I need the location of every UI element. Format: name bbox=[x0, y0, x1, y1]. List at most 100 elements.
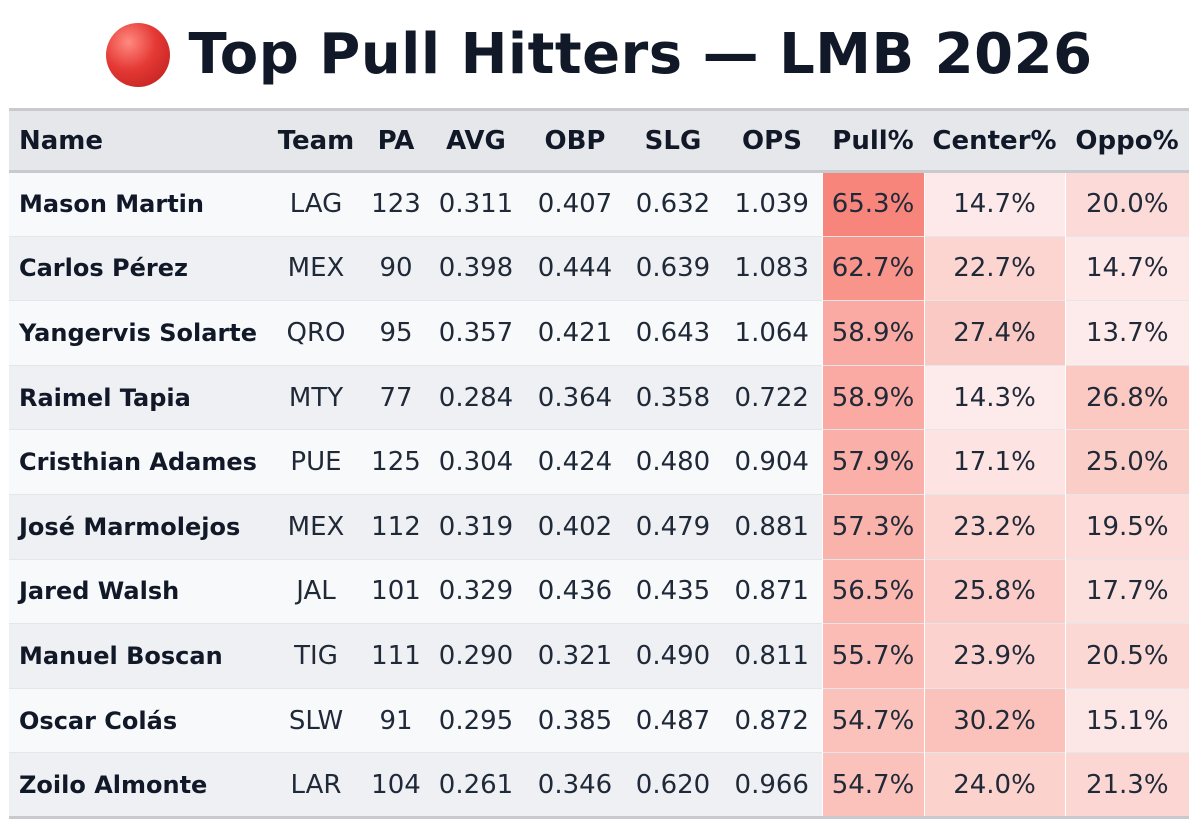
center-pct-cell: 23.9% bbox=[923, 623, 1065, 689]
column-header[interactable]: Team bbox=[277, 125, 355, 156]
oppo-pct-cell: 21.3% bbox=[1064, 752, 1189, 818]
player-name-cell: José Marmolejos bbox=[19, 512, 241, 541]
stat-cell: 77 bbox=[379, 382, 413, 413]
column-header[interactable]: PA bbox=[377, 125, 415, 156]
stat-cell: 0.620 bbox=[635, 769, 711, 800]
oppo-pct-cell: 17.7% bbox=[1064, 559, 1189, 624]
center-pct-cell: 25.8% bbox=[923, 559, 1065, 624]
oppo-pct-cell: 19.5% bbox=[1064, 494, 1189, 560]
center-pct-cell: 17.1% bbox=[923, 429, 1065, 495]
table-row: Oscar Colás SLW 91 0.295 0.385 0.487 0.872 54.7… bbox=[9, 688, 1189, 753]
stat-cell: 0.479 bbox=[635, 511, 711, 542]
oppo-pct-cell: 25.0% bbox=[1064, 429, 1189, 495]
oppo-pct-cell: 20.5% bbox=[1064, 623, 1189, 689]
stat-cell: 125 bbox=[371, 447, 421, 478]
pull-pct-cell: 62.7% bbox=[821, 236, 924, 301]
table-body: Mason Martin LAG 123 0.311 0.407 0.632 1.039 65… bbox=[9, 171, 1189, 818]
stat-cell: 0.319 bbox=[438, 511, 514, 542]
pull-pct-cell: 56.5% bbox=[821, 559, 924, 624]
player-name-cell: Oscar Colás bbox=[19, 706, 178, 735]
player-name-cell: Cristhian Adames bbox=[19, 448, 257, 477]
stat-cell: 0.639 bbox=[635, 253, 711, 284]
table-row: Raimel Tapia MTY 77 0.284 0.364 0.358 0.722 58.… bbox=[9, 365, 1189, 430]
stat-cell: 0.398 bbox=[438, 253, 514, 284]
pull-pct-cell: 54.7% bbox=[821, 752, 924, 818]
stat-cell: 90 bbox=[379, 253, 413, 284]
stat-cell: PUE bbox=[290, 447, 342, 478]
stat-cell: 95 bbox=[379, 317, 413, 348]
stat-cell: MTY bbox=[288, 382, 344, 413]
stat-cell: 0.321 bbox=[537, 640, 613, 671]
center-pct-cell: 27.4% bbox=[923, 300, 1065, 366]
stat-cell: 91 bbox=[379, 705, 413, 736]
stat-cell: LAR bbox=[290, 769, 342, 800]
table-row: Yangervis Solarte QRO 95 0.357 0.421 0.643 1.0… bbox=[9, 300, 1189, 366]
stat-cell: LAG bbox=[289, 189, 343, 220]
stat-cell: 0.290 bbox=[438, 640, 514, 671]
stat-cell: 0.385 bbox=[537, 705, 613, 736]
table-header-row: Name Team PA AVG OBP SLG OPS Pull% Cente… bbox=[9, 109, 1189, 172]
title-row: Top Pull Hitters — LMB 2026 bbox=[0, 0, 1199, 108]
stat-cell: TIG bbox=[294, 640, 338, 671]
player-name-cell: Manuel Boscan bbox=[19, 641, 223, 670]
stat-cell: MEX bbox=[287, 253, 345, 284]
stat-cell: 0.632 bbox=[635, 189, 711, 220]
stat-cell: 0.295 bbox=[438, 705, 514, 736]
stat-cell: 123 bbox=[371, 189, 421, 220]
stat-cell: 0.424 bbox=[537, 447, 613, 478]
column-header[interactable]: Name bbox=[19, 125, 104, 156]
stat-cell: 0.722 bbox=[734, 382, 809, 413]
stat-cell: 0.284 bbox=[438, 382, 514, 413]
stat-cell: 0.871 bbox=[734, 576, 809, 607]
center-pct-cell: 23.2% bbox=[923, 494, 1065, 560]
table-row: Zoilo Almonte LAR 104 0.261 0.346 0.620 0.966 5… bbox=[9, 752, 1189, 818]
oppo-pct-cell: 15.1% bbox=[1064, 688, 1189, 753]
column-header[interactable]: Pull% bbox=[832, 125, 914, 156]
pull-pct-cell: 58.9% bbox=[821, 365, 924, 430]
stat-cell: 0.261 bbox=[438, 769, 514, 800]
center-pct-cell: 14.7% bbox=[923, 171, 1065, 237]
center-pct-cell: 30.2% bbox=[923, 688, 1065, 753]
stat-cell: 0.487 bbox=[635, 705, 711, 736]
center-pct-cell: 22.7% bbox=[923, 236, 1065, 301]
player-name-cell: Raimel Tapia bbox=[19, 383, 191, 412]
stat-cell: 0.966 bbox=[734, 769, 809, 800]
stat-cell: 0.643 bbox=[635, 317, 711, 348]
stat-cell: 0.904 bbox=[734, 447, 809, 478]
pull-pct-cell: 55.7% bbox=[821, 623, 924, 689]
table-row: José Marmolejos MEX 112 0.319 0.402 0.479 0.88… bbox=[9, 494, 1189, 560]
stat-cell: 0.490 bbox=[635, 640, 711, 671]
stat-cell: 111 bbox=[371, 640, 421, 671]
column-header[interactable]: Center% bbox=[932, 125, 1057, 156]
oppo-pct-cell: 14.7% bbox=[1064, 236, 1189, 301]
pull-pct-cell: 58.9% bbox=[821, 300, 924, 366]
oppo-pct-cell: 20.0% bbox=[1064, 171, 1189, 237]
pull-hitters-table: Name Team PA AVG OBP SLG OPS Pull% Cente… bbox=[9, 108, 1189, 819]
stat-cell: 0.304 bbox=[438, 447, 514, 478]
stats-table-container: Name Team PA AVG OBP SLG OPS Pull% Cente… bbox=[9, 108, 1189, 819]
stat-cell: 0.421 bbox=[537, 317, 613, 348]
column-header[interactable]: SLG bbox=[644, 125, 702, 156]
stat-cell: 101 bbox=[371, 576, 421, 607]
column-header[interactable]: Oppo% bbox=[1075, 125, 1179, 156]
table-row: Jared Walsh JAL 101 0.329 0.436 0.435 0.871 56.… bbox=[9, 559, 1189, 624]
stat-cell: 0.436 bbox=[537, 576, 613, 607]
column-header[interactable]: OPS bbox=[742, 125, 802, 156]
column-header[interactable]: AVG bbox=[446, 125, 506, 156]
stat-cell: 0.872 bbox=[734, 705, 809, 736]
stat-cell: QRO bbox=[286, 317, 346, 348]
page-title: Top Pull Hitters — LMB 2026 bbox=[188, 21, 1093, 87]
pull-pct-cell: 54.7% bbox=[821, 688, 924, 753]
stat-cell: 0.311 bbox=[438, 189, 514, 220]
stat-cell: 0.329 bbox=[438, 576, 514, 607]
stat-cell: 104 bbox=[371, 769, 421, 800]
stat-cell: 0.358 bbox=[635, 382, 711, 413]
table-row: Cristhian Adames PUE 125 0.304 0.424 0.480 0.9… bbox=[9, 429, 1189, 495]
center-pct-cell: 14.3% bbox=[923, 365, 1065, 430]
stat-cell: 0.435 bbox=[635, 576, 711, 607]
oppo-pct-cell: 13.7% bbox=[1064, 300, 1189, 366]
stat-cell: 0.480 bbox=[635, 447, 711, 478]
column-header[interactable]: OBP bbox=[544, 125, 606, 156]
stat-cell: 1.064 bbox=[734, 317, 809, 348]
stat-cell: 1.083 bbox=[734, 253, 809, 284]
